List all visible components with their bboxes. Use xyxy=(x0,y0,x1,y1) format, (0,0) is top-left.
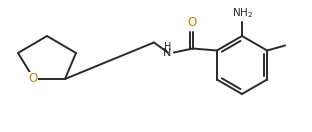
Text: O: O xyxy=(28,72,38,86)
Text: N: N xyxy=(163,48,171,58)
Text: O: O xyxy=(187,15,197,29)
Text: NH$_2$: NH$_2$ xyxy=(232,6,254,20)
Text: H: H xyxy=(163,43,171,53)
